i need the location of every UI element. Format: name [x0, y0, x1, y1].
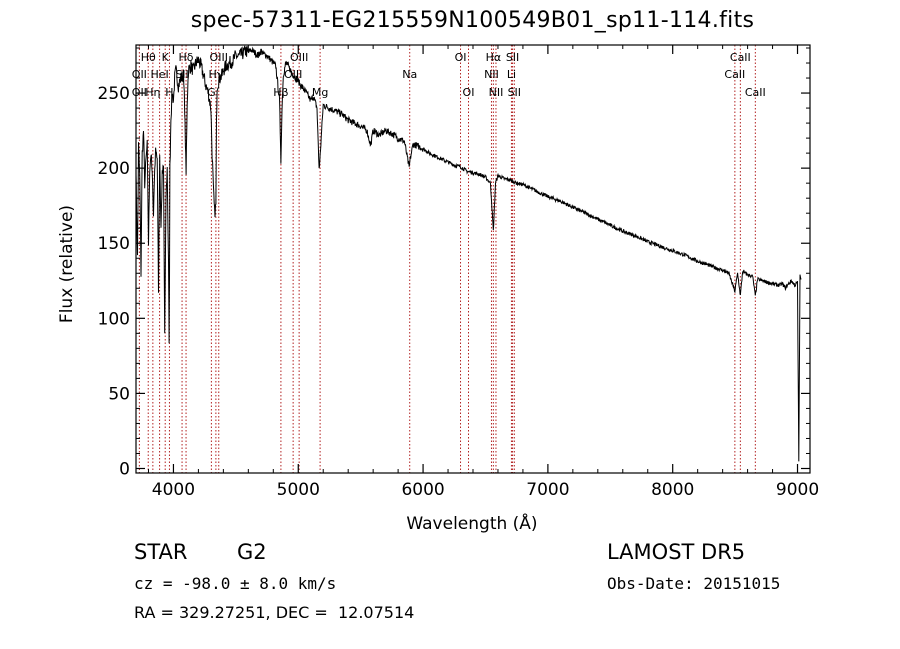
x-tick-label: 8000 [651, 480, 694, 500]
line-label: OIII [210, 51, 228, 64]
y-tick-label: 50 [108, 384, 130, 404]
observation-date: Obs-Date: 20151015 [607, 574, 781, 593]
x-tick-label: 9000 [776, 480, 819, 500]
line-label: Li [507, 68, 516, 81]
spectral-line-markers [138, 45, 756, 473]
x-axis-label: Wavelength (Å) [406, 512, 537, 534]
spectral-line-labels: Hθ K Hδ OIII OIII OI Hα SII CaII OII HeI SII Hγ OIII N… [132, 51, 766, 99]
x-tick-label: 5000 [277, 480, 320, 500]
spectrum-series [135, 45, 802, 462]
line-label: Hθ [141, 51, 156, 64]
y-axis: 0 50 100 150 200 250 [98, 47, 810, 479]
line-label: G [207, 86, 216, 99]
line-label: OII [132, 68, 147, 81]
y-axis-label: Flux (relative) [57, 205, 77, 323]
line-label: OIII [284, 68, 302, 81]
y-tick-label: 200 [98, 159, 130, 179]
line-label: OI [463, 86, 475, 99]
y-tick-label: 0 [119, 459, 130, 479]
object-class: STAR [134, 540, 188, 564]
line-label: OII [132, 86, 147, 99]
ra-dec-coordinates: RA = 329.27251, DEC = 12.07514 [134, 603, 415, 622]
line-label: SII [175, 68, 188, 81]
line-label: NII [489, 86, 504, 99]
line-label: Na [402, 68, 417, 81]
line-label: OIII [290, 51, 308, 64]
line-label: SII [506, 51, 519, 64]
object-subclass: G2 [237, 540, 267, 564]
plot-frame [135, 44, 811, 474]
line-label: Mg [312, 86, 328, 99]
chart-title: spec-57311-EG215559N100549B01_sp11-114.f… [190, 8, 755, 33]
line-label: SII [508, 86, 521, 99]
line-label: CaII [745, 86, 766, 99]
line-label: NII [484, 68, 499, 81]
spectrum-line [135, 45, 802, 462]
y-tick-label: 150 [98, 234, 130, 254]
y-tick-label: 100 [98, 309, 130, 329]
line-label: HeI [150, 68, 168, 81]
x-tick-label: 6000 [401, 480, 444, 500]
x-tick-label: 7000 [526, 480, 569, 500]
x-tick-label: 4000 [152, 480, 195, 500]
line-label: Hγ [208, 68, 223, 81]
line-label: CaII [724, 68, 745, 81]
redshift-velocity: cz = -98.0 ± 8.0 km/s [134, 574, 337, 593]
y-tick-label: 250 [98, 84, 130, 104]
line-label: Hη [145, 86, 160, 99]
line-label: Hδ [179, 51, 194, 64]
line-label: OI [455, 51, 467, 64]
line-label: Hα [486, 51, 502, 64]
line-label: H [165, 86, 173, 99]
survey-name: LAMOST DR5 [607, 540, 746, 564]
line-label: Hβ [273, 86, 288, 99]
line-label: K [162, 51, 170, 64]
line-label: CaII [730, 51, 751, 64]
x-axis: 4000 5000 6000 7000 8000 9000 [147, 45, 819, 500]
